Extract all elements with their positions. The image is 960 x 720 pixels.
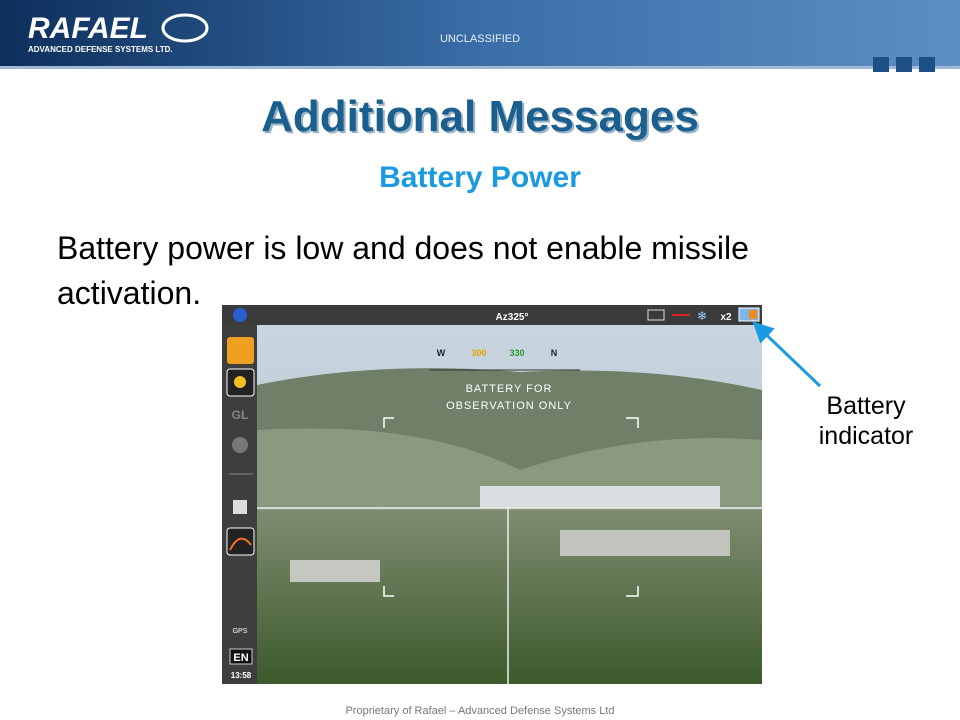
subtitle: Battery Power (379, 161, 581, 194)
message: OBSERVATION ONLY (446, 400, 572, 412)
trajectory-icon (229, 537, 252, 551)
classification: UNCLASSIFIED (440, 33, 520, 45)
battery-level (749, 310, 757, 319)
sidebar-button[interactable] (232, 437, 248, 453)
logo-sub: ADVANCED DEFENSE SYSTEMS LTD. (28, 45, 173, 54)
sidebar-button[interactable] (227, 337, 254, 364)
callout: Battery (826, 392, 906, 420)
top-bar (222, 305, 762, 325)
reticle (383, 417, 639, 597)
logo: RAFAEL (28, 12, 148, 45)
deco-square (919, 57, 935, 72)
compass-label: W (437, 348, 446, 358)
compass-label: 300 (471, 348, 486, 358)
azimuth: Az325° (496, 312, 529, 323)
sidebar-label[interactable]: GL (232, 408, 249, 422)
footer: Proprietary of Rafael – Advanced Defense… (345, 705, 614, 717)
title-shadow: Additional Messages (263, 94, 701, 143)
compass-label: N (551, 348, 558, 358)
gps-label: GPS (233, 628, 248, 635)
clock: 13:58 (231, 671, 252, 680)
zoom: x2 (720, 312, 732, 323)
callout-arrow (752, 321, 822, 388)
message: BATTERY FOR (466, 383, 553, 395)
body-line: Battery power is low and does not enable… (57, 230, 749, 266)
callout: indicator (819, 422, 914, 450)
building (560, 530, 730, 556)
camera-icon (647, 309, 665, 321)
compass-label: 330 (509, 348, 524, 358)
deco-square (873, 57, 889, 72)
menu-button[interactable] (233, 308, 247, 322)
cooling-icon: ❄ (697, 309, 707, 323)
sidebar-button[interactable] (226, 527, 255, 556)
screenshot: W 300 330 N BATTERY FOR OBSERVATION ONLY… (222, 305, 762, 684)
language[interactable]: EN (233, 652, 248, 664)
building (290, 560, 380, 582)
building (480, 486, 720, 508)
language-button[interactable] (229, 648, 253, 665)
brightness-icon (234, 376, 246, 388)
logo-mark (161, 13, 209, 43)
header-band (0, 0, 960, 68)
sidebar-button[interactable] (233, 500, 247, 514)
body-line: activation. (57, 275, 201, 311)
title: Additional Messages (261, 92, 699, 141)
deco-square (896, 57, 912, 72)
header-rule (0, 66, 960, 69)
